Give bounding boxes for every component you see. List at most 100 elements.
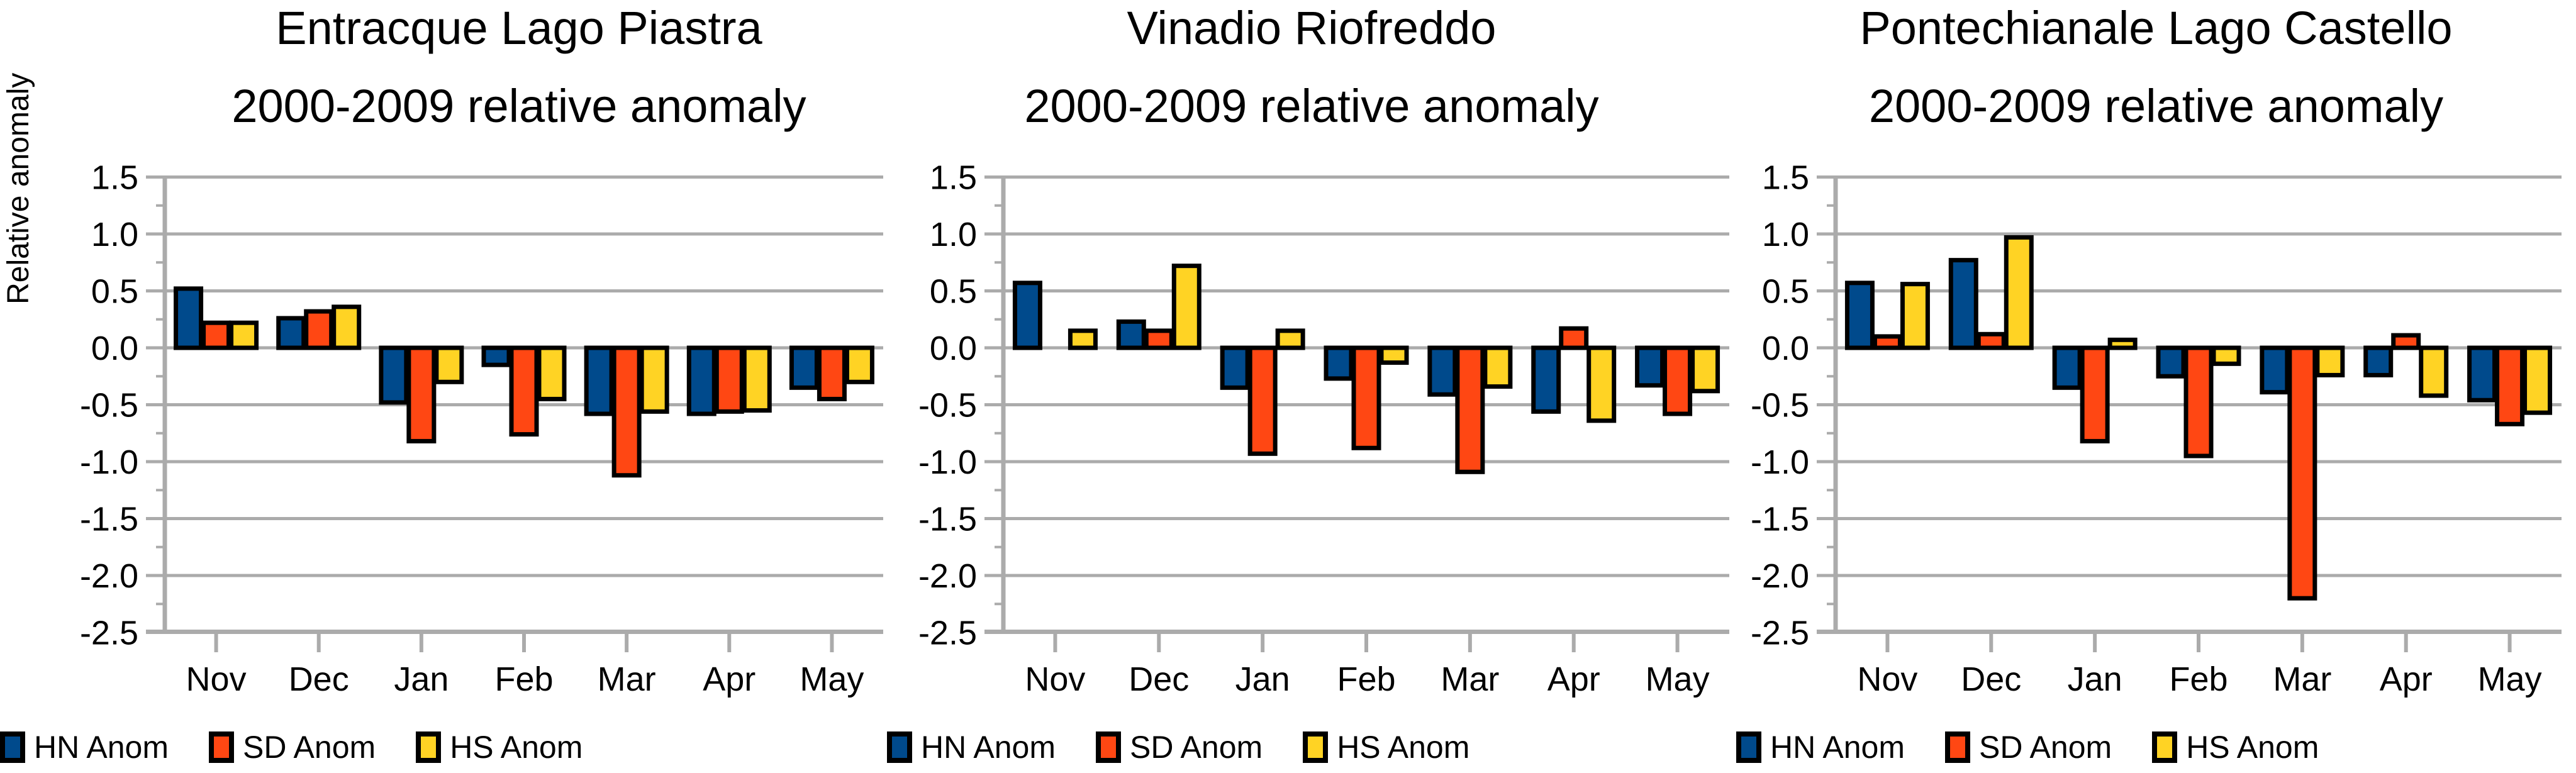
bar-sd-mar	[2287, 345, 2317, 601]
legend-swatch-hs-anom	[1303, 731, 1329, 763]
y-tick-label: -2.0	[918, 557, 977, 595]
legend-swatch-hs-anom	[416, 731, 442, 763]
y-tick-label: 0.5	[930, 273, 977, 311]
y-tick-label: 1.0	[1762, 216, 1809, 253]
legend-label-sd: SD Anom	[242, 730, 376, 765]
x-tick-label-jan: Jan	[2068, 660, 2122, 698]
bar-hn-apr	[2363, 345, 2394, 377]
bar-hs-jan	[2107, 337, 2138, 350]
x-tick-label-mar: Mar	[598, 660, 656, 698]
x-tick-label-jan: Jan	[394, 660, 449, 698]
bar-hs-mar	[639, 345, 669, 414]
chart-subtitle: 2000-2009 relative anomaly	[1868, 80, 2444, 132]
bar-sd-may	[817, 345, 847, 401]
bar-sd-jan	[2080, 345, 2110, 443]
x-tick-label-dec: Dec	[1129, 660, 1189, 698]
bar-hn-jan	[2052, 345, 2082, 390]
legend-item-hs: HS Anom	[416, 729, 583, 765]
bar-hn-feb	[1324, 345, 1354, 381]
bar-hs-may	[1690, 345, 1720, 394]
x-tick-label-feb: Feb	[2169, 660, 2228, 698]
x-tick-label-mar: Mar	[2273, 660, 2331, 698]
legend-item-hs: HS Anom	[2152, 729, 2319, 765]
bar-hs-apr	[1586, 345, 1617, 423]
legend-swatch-hn-anom	[0, 731, 25, 763]
y-tick-label: 1.5	[930, 159, 977, 197]
y-tick-label: 1.5	[1762, 159, 1809, 197]
chart-title: Vinadio Riofreddo	[1127, 2, 1497, 54]
chart-title-block: Pontechianale Lago Castello 2000-2009 re…	[1736, 5, 2576, 130]
bar-sd-dec	[304, 309, 334, 350]
legend: HN Anom SD Anom HS Anom	[0, 729, 583, 765]
y-tick-label: -0.5	[1751, 387, 1809, 425]
chart-canvas-entracque: 1.5 1.0 0.5 0.0 -0.5 -1.0 -1.5 -2.0 -2.5 Nov Dec Ja…	[80, 159, 883, 698]
x-tick-label-jan: Jan	[1235, 660, 1290, 698]
bar-hs-dec	[332, 304, 362, 350]
x-tick-label-dec: Dec	[1961, 660, 2021, 698]
y-tick-label: 0.0	[91, 330, 138, 367]
x-tick-label-feb: Feb	[494, 660, 553, 698]
y-tick-label: -2.5	[918, 615, 977, 652]
bar-sd-nov	[201, 320, 231, 350]
bar-sd-feb	[509, 345, 539, 437]
y-tick-label: -1.5	[1751, 501, 1809, 538]
x-tick-label-nov: Nov	[1857, 660, 1917, 698]
chart-title-block: Vinadio Riofreddo 2000-2009 relative ano…	[887, 5, 1736, 130]
legend-label-hn: HN Anom	[1770, 730, 1905, 765]
y-tick-label: 0.5	[1762, 273, 1809, 311]
legend-item-sd: SD Anom	[1095, 729, 1263, 765]
legend-label-hn: HN Anom	[921, 730, 1056, 765]
bar-sd-may	[2495, 345, 2525, 426]
chart-canvas-vinadio: 1.5 1.0 0.5 0.0 -0.5 -1.0 -1.5 -2.0 -2.5 Nov Dec Ja…	[918, 159, 1729, 698]
x-tick-label-nov: Nov	[1025, 660, 1085, 698]
bar-hs-dec	[1171, 264, 1202, 350]
y-tick-label: 1.0	[91, 216, 138, 253]
bar-sd-mar	[611, 345, 642, 478]
y-tick-label: 0.0	[930, 330, 977, 367]
bar-hn-apr	[686, 345, 716, 416]
y-tick-label: -1.0	[918, 443, 977, 481]
x-tick-label-feb: Feb	[1337, 660, 1395, 698]
y-tick-label: -0.5	[80, 387, 138, 425]
y-tick-label: -2.5	[1751, 615, 1809, 652]
bar-sd-jan	[1247, 345, 1278, 456]
legend-swatch-hn-anom	[887, 731, 912, 763]
bar-hn-nov	[1844, 281, 1875, 350]
legend-item-sd: SD Anom	[1944, 729, 2112, 765]
bar-sd-apr	[714, 345, 744, 414]
bar-hn-may	[1635, 345, 1665, 388]
chart-panel-entracque: Entracque Lago Piastra 2000-2009 relativ…	[0, 0, 887, 773]
bar-sd-feb	[2183, 345, 2214, 459]
legend: HN Anom SD Anom HS Anom	[1736, 729, 2319, 765]
bar-sd-dec	[1976, 331, 2006, 350]
bar-hs-feb	[1379, 345, 1409, 365]
chart-title: Entracque Lago Piastra	[276, 2, 762, 54]
y-tick-label: -1.5	[918, 501, 977, 538]
y-tick-label: -2.0	[1751, 557, 1809, 595]
legend-swatch-sd-anom	[208, 731, 234, 763]
bar-hs-jan	[1275, 328, 1305, 350]
bar-sd-may	[1663, 345, 1693, 416]
bar-hs-feb	[537, 345, 567, 401]
bar-hs-mar	[2315, 345, 2345, 377]
legend-swatch-sd-anom	[1944, 731, 1970, 763]
y-tick-label: -2.5	[80, 615, 138, 652]
chart-subtitle: 2000-2009 relative anomaly	[231, 80, 806, 132]
bar-hs-mar	[1483, 345, 1513, 389]
y-tick-label: -1.5	[80, 501, 138, 538]
x-tick-label-may: May	[1646, 660, 1710, 698]
y-tick-label: 0.0	[1762, 330, 1809, 367]
bar-hs-nov	[1068, 328, 1098, 350]
bar-hn-mar	[1427, 345, 1458, 397]
legend-label-sd: SD Anom	[1129, 730, 1263, 765]
bar-hn-may	[789, 345, 819, 390]
legend-item-hn: HN Anom	[1736, 729, 1905, 765]
legend-item-hn: HN Anom	[0, 729, 169, 765]
bar-hn-dec	[1948, 258, 1978, 350]
bar-hn-mar	[2260, 345, 2290, 395]
x-tick-label-apr: Apr	[703, 660, 756, 698]
bar-hn-dec	[276, 316, 306, 350]
bar-hn-apr	[1531, 345, 1561, 414]
x-tick-label-apr: Apr	[1547, 660, 1600, 698]
